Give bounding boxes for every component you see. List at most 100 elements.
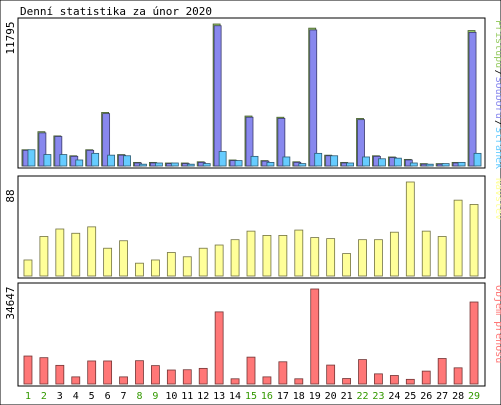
bar-Objem přenosu-day-4 xyxy=(71,376,81,385)
bar-Objem přenosu-day-21 xyxy=(342,378,351,385)
bar-Návštěv-day-3 xyxy=(55,228,65,277)
bar-Objem přenosu-day-14 xyxy=(230,378,240,385)
bar-Souborů-day-2 xyxy=(38,132,47,167)
bar-Objem přenosu-day-10 xyxy=(166,369,176,385)
x-tick-label-6: 6 xyxy=(105,391,111,402)
bar-Stránek-day-14 xyxy=(234,160,243,167)
bar-Objem přenosu-day-2 xyxy=(39,357,49,385)
bar-Souborů-day-29 xyxy=(468,31,477,167)
bar-Objem přenosu-day-24 xyxy=(389,375,399,385)
x-tick-label-14: 14 xyxy=(229,391,241,402)
legend-item-Návštěv: Návštěv xyxy=(493,178,501,220)
x-tick-label-28: 28 xyxy=(452,391,464,402)
bar-Návštěv-day-15 xyxy=(246,230,256,277)
bar-Návštěv-day-22 xyxy=(358,239,367,277)
bar-Souborů-day-3 xyxy=(54,136,63,167)
bar-Objem přenosu-day-27 xyxy=(437,358,447,385)
bar-Stránek-day-11 xyxy=(186,163,195,167)
bar-Návštěv-day-11 xyxy=(182,256,192,277)
bar-Návštěv-day-12 xyxy=(198,247,208,277)
bar-Objem přenosu-day-13 xyxy=(214,311,224,385)
bar-Objem přenosu-day-8 xyxy=(135,360,144,385)
bar-Návštěv-day-19 xyxy=(310,237,320,277)
x-tick-label-3: 3 xyxy=(57,391,63,402)
bar-Stránek-day-7 xyxy=(123,155,131,167)
ymax-label-traffic: 34647 xyxy=(4,286,17,319)
x-tick-label-25: 25 xyxy=(404,391,416,402)
panel-traffic: 34647 Objem přenosu xyxy=(4,282,501,387)
bar-Objem přenosu-day-26 xyxy=(421,370,431,385)
bar-Stránek-day-15 xyxy=(250,155,259,167)
bar-Návštěv-day-23 xyxy=(374,239,383,277)
legend-item-Přístupů: Přístupů xyxy=(493,20,501,68)
bar-Návštěv-day-28 xyxy=(453,199,463,277)
bar-Stránek-day-1 xyxy=(27,149,36,167)
bar-Návštěv-day-7 xyxy=(119,240,128,277)
bars-requests xyxy=(21,23,482,167)
bar-Objem přenosu-day-19 xyxy=(310,288,320,385)
bar-Stránek-day-28 xyxy=(457,161,466,167)
legend-separator: / xyxy=(493,120,501,126)
bars-traffic xyxy=(23,288,479,385)
bar-Návštěv-day-8 xyxy=(135,262,144,277)
x-tick-label-5: 5 xyxy=(89,391,95,402)
x-tick-label-2: 2 xyxy=(41,391,47,402)
bar-Stránek-day-10 xyxy=(170,162,179,167)
bar-Návštěv-day-2 xyxy=(39,236,49,277)
bar-Stránek-day-24 xyxy=(393,157,402,167)
x-tick-label-19: 19 xyxy=(309,391,321,402)
x-tick-label-24: 24 xyxy=(388,391,400,402)
bar-Stránek-day-9 xyxy=(155,162,163,167)
x-tick-label-21: 21 xyxy=(341,391,353,402)
bar-Návštěv-day-9 xyxy=(151,259,160,277)
bar-Stránek-day-13 xyxy=(218,151,227,167)
x-tick-label-20: 20 xyxy=(325,391,337,402)
bar-Návštěv-day-20 xyxy=(326,238,336,277)
x-tick-label-23: 23 xyxy=(372,391,384,402)
bar-Návštěv-day-4 xyxy=(71,232,81,277)
bar-Návštěv-day-25 xyxy=(405,181,415,277)
x-tick-label-17: 17 xyxy=(277,391,289,402)
bar-Návštěv-day-14 xyxy=(230,239,240,277)
bar-Objem přenosu-day-16 xyxy=(262,376,272,385)
bar-Stránek-day-27 xyxy=(441,163,450,167)
x-tick-label-27: 27 xyxy=(436,391,448,402)
legend-traffic: Objem přenosu xyxy=(493,285,501,363)
bar-Stránek-day-20 xyxy=(330,155,339,167)
bar-Návštěv-day-6 xyxy=(103,247,113,277)
x-tick-label-29: 29 xyxy=(468,391,480,402)
chart-panels: 11795Přístupů/Souborů/Stránek88Návštěv34… xyxy=(4,17,501,387)
legend-item-Souborů: Souborů xyxy=(493,77,501,119)
legend-separator: / xyxy=(493,70,501,76)
bar-Stránek-day-8 xyxy=(139,163,147,167)
bar-Objem přenosu-day-1 xyxy=(23,355,33,385)
x-tick-label-26: 26 xyxy=(420,391,432,402)
legend-item-Objem přenosu: Objem přenosu xyxy=(493,285,501,363)
bar-Návštěv-day-27 xyxy=(437,236,447,277)
x-tick-label-9: 9 xyxy=(152,391,158,402)
bar-Souborů-day-15 xyxy=(245,116,254,167)
bar-Návštěv-day-26 xyxy=(421,230,431,277)
bar-Objem přenosu-day-5 xyxy=(87,360,97,385)
bar-Objem přenosu-day-7 xyxy=(119,376,128,385)
bar-Stránek-day-26 xyxy=(425,163,434,167)
bar-Návštěv-day-21 xyxy=(342,253,351,277)
bar-Objem přenosu-day-6 xyxy=(103,360,113,385)
bar-Stránek-day-29 xyxy=(473,152,482,167)
bar-Objem přenosu-day-11 xyxy=(182,369,192,385)
bar-Návštěv-day-5 xyxy=(87,226,97,277)
bar-Stránek-day-6 xyxy=(107,154,116,167)
x-tick-label-18: 18 xyxy=(293,391,305,402)
ymax-label-visits: 88 xyxy=(4,189,17,202)
bar-Stránek-day-2 xyxy=(43,154,52,167)
bar-Objem přenosu-day-15 xyxy=(246,356,256,385)
bar-Souborů-day-22 xyxy=(357,119,365,167)
bar-Objem přenosu-day-28 xyxy=(453,367,463,385)
bar-Návštěv-day-29 xyxy=(469,204,479,277)
bar-Objem přenosu-day-3 xyxy=(55,364,65,385)
x-tick-label-15: 15 xyxy=(245,391,257,402)
bar-Souborů-day-17 xyxy=(277,118,286,167)
